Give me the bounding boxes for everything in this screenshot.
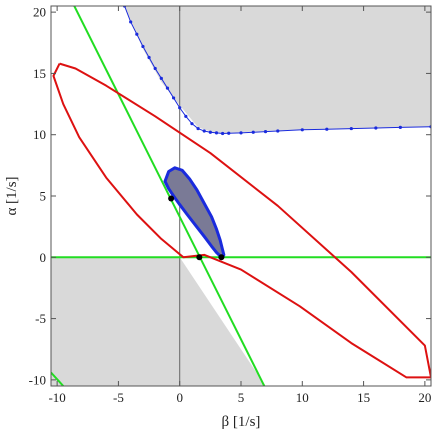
x-tick-label: -10 (48, 390, 65, 405)
green-line-3 (51, 371, 64, 386)
blue-curve-point (202, 129, 206, 133)
shaded-region-1 (124, 6, 431, 134)
black-point (168, 195, 175, 202)
blue-curve-point (153, 66, 157, 71)
blue-curve-point (221, 131, 225, 136)
blue-curve-point (141, 44, 145, 49)
y-tick-label: 5 (40, 189, 47, 204)
y-tick-label: -5 (35, 311, 46, 326)
blue-curve-point (135, 32, 139, 36)
y-tick-label: 15 (33, 66, 46, 81)
blue-curve-point (263, 130, 268, 134)
blue-curve (124, 6, 431, 134)
blue-curve-point (165, 86, 170, 90)
y-axis-label: α [1/s] (4, 176, 20, 215)
green-line-2 (73, 6, 266, 386)
dark-region (163, 166, 226, 259)
x-tick-label: 5 (238, 390, 245, 405)
y-tick-label: -10 (29, 372, 46, 387)
y-tick-label: 10 (33, 127, 46, 142)
x-tick-label: 0 (176, 390, 183, 405)
blue-curve-point (171, 96, 176, 100)
blue-curve-point (159, 76, 163, 80)
x-tick-label: -5 (113, 390, 124, 405)
blue-curve-point (178, 106, 182, 110)
blue-curve-point (374, 126, 378, 130)
y-tick-label: 0 (40, 250, 47, 265)
y-tick-label: 20 (33, 5, 46, 20)
blue-curve-point (300, 128, 304, 132)
black-point (218, 254, 225, 261)
blue-curve-point (227, 131, 231, 135)
blue-curve-point (251, 130, 255, 134)
x-tick-label: 15 (357, 390, 370, 405)
blue-curve-point (208, 130, 212, 134)
blue-curve-point (129, 20, 133, 24)
blue-curve-point (196, 126, 200, 131)
shaded-region-2 (51, 257, 266, 386)
black-point (196, 254, 203, 261)
x-tick-label: 20 (418, 390, 431, 405)
blue-curve-point (214, 131, 219, 135)
red-ellipse (52, 62, 431, 379)
blue-curve-point (239, 131, 243, 135)
blue-curve-point (276, 129, 280, 133)
blue-curve-point (190, 122, 194, 126)
blue-curve-point (147, 55, 151, 60)
blue-curve-point (398, 125, 402, 129)
x-axis-label: β [1/s] (222, 414, 261, 430)
x-tick-label: 10 (296, 390, 309, 405)
blue-curve-point (184, 114, 188, 118)
blue-curve-point (325, 127, 329, 131)
blue-curve-point (349, 126, 353, 131)
